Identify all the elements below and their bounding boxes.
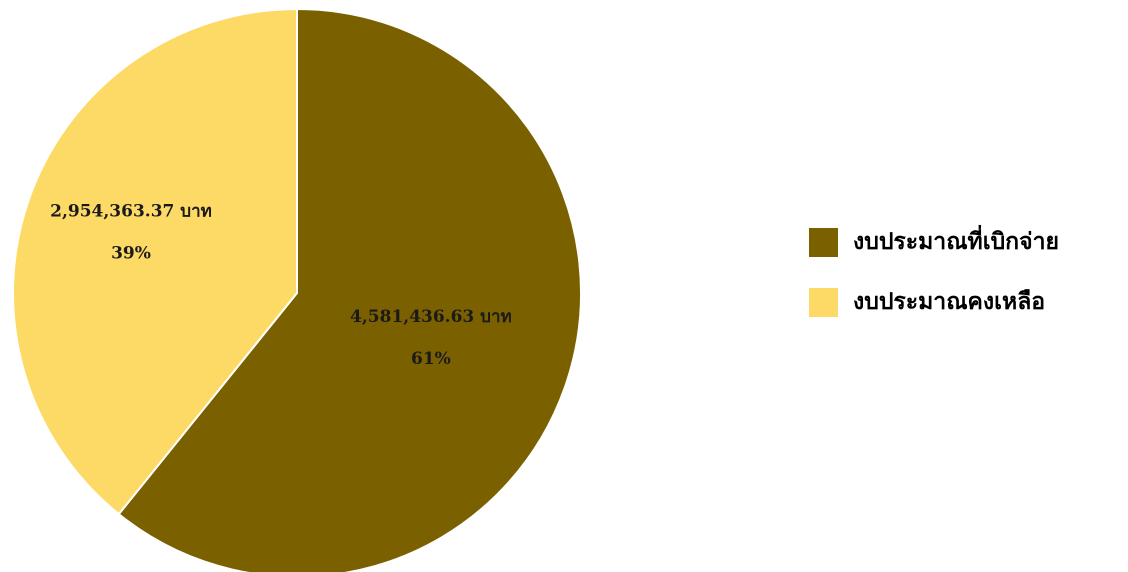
legend-label-disbursed: งบประมาณที่เบิกจ่าย bbox=[853, 229, 1059, 255]
slice-percent-label-disbursed: 61% bbox=[411, 349, 451, 369]
legend-swatch-disbursed bbox=[809, 227, 838, 257]
slice-value-label-disbursed: 4,581,436.63 บาท bbox=[350, 307, 512, 327]
slice-percent-label-remaining: 39% bbox=[111, 243, 151, 263]
legend-swatch-remaining bbox=[809, 287, 838, 317]
legend-item-remaining: งบประมาณคงเหลือ bbox=[809, 284, 1124, 320]
pie-slice-remaining bbox=[12, 7, 298, 516]
legend-label-remaining: งบประมาณคงเหลือ bbox=[853, 289, 1046, 315]
slice-value-label-remaining: 2,954,363.37 บาท bbox=[50, 201, 212, 221]
pie-slice-disbursed bbox=[117, 7, 583, 572]
chart-legend: งบประมาณที่เบิกจ่าย งบประมาณคงเหลือ bbox=[809, 224, 1124, 344]
legend-item-disbursed: งบประมาณที่เบิกจ่าย bbox=[809, 224, 1124, 260]
